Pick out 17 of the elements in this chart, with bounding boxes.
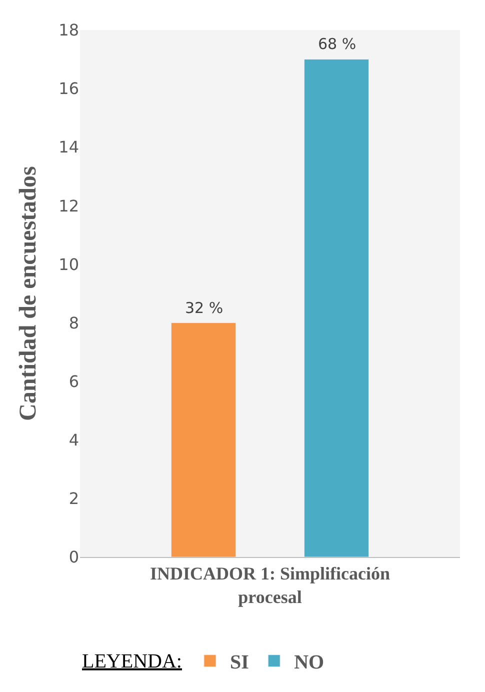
y-tick-label: 0 xyxy=(68,548,79,567)
y-tick-label: 14 xyxy=(58,138,79,157)
y-tick-label: 6 xyxy=(68,372,79,391)
legend-label: SI xyxy=(230,652,250,674)
legend-title: LEYENDA: xyxy=(82,650,182,672)
y-tick-label: 2 xyxy=(68,489,79,508)
annotation: 68 % xyxy=(318,35,356,53)
y-tick-label: 8 xyxy=(68,313,79,332)
y-axis-title: Cantidad de encuestados xyxy=(16,166,42,421)
y-tick-label: 12 xyxy=(58,196,79,216)
legend-label: NO xyxy=(294,652,324,674)
x-tick-label: INDICADOR 1: Simplificación procesal xyxy=(150,564,390,607)
y-tick-label: 16 xyxy=(58,79,79,98)
y-tick-label: 4 xyxy=(68,430,79,450)
annotation: 32 % xyxy=(185,299,224,317)
y-tick-label: 10 xyxy=(58,254,79,274)
y-tick-label: 18 xyxy=(58,20,79,40)
